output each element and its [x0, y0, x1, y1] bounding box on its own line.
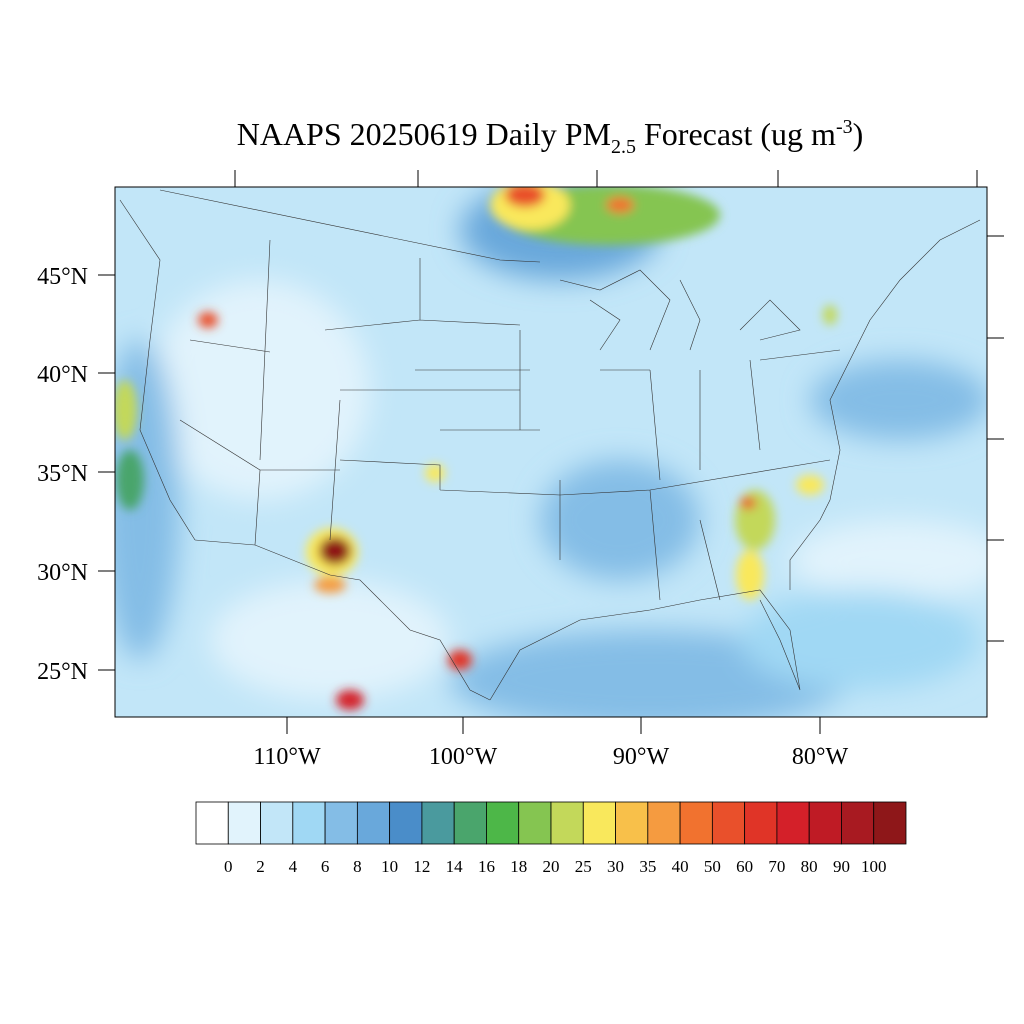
colorbar-label: 0: [224, 857, 233, 876]
colorbar-box: [647, 801, 681, 845]
colorbar-box: [389, 801, 423, 845]
colorbar-label: 60: [736, 857, 753, 876]
colorbar-box: [195, 801, 229, 845]
title-tail: Forecast (ug m: [636, 116, 836, 152]
lat-label: 25°N: [37, 659, 88, 685]
lat-label: 30°N: [37, 560, 88, 586]
title: NAAPS 20250619 Daily PM2.5 Forecast (ug …: [237, 116, 864, 158]
colorbar-label: 10: [381, 857, 398, 876]
colorbar: 0 2 4 6 8 10 12 14 16 18 20 25 30 35 40 50 60 70 80 90 100: [195, 801, 907, 876]
colorbar-label: 70: [768, 857, 785, 876]
colorbar-label: 18: [510, 857, 527, 876]
colorbar-box: [356, 801, 391, 845]
map: [115, 187, 987, 717]
colorbar-box: [453, 801, 487, 845]
colorbar-box: [679, 801, 713, 845]
colorbar-box: [518, 801, 552, 845]
colorbar-box: [711, 801, 746, 845]
title-main: NAAPS 20250619 Daily PM: [237, 116, 611, 152]
colorbar-box: [744, 801, 778, 845]
colorbar-box: [615, 801, 649, 845]
map-frame: [114, 186, 988, 718]
colorbar-box: [582, 801, 616, 845]
colorbar-label: 30: [607, 857, 624, 876]
colorbar-label: 16: [478, 857, 495, 876]
borders: [119, 189, 981, 701]
colorbar-label: 25: [575, 857, 592, 876]
colorbar-box: [421, 801, 455, 845]
colorbar-label: 12: [413, 857, 430, 876]
colorbar-label: 35: [639, 857, 656, 876]
colorbar-label: 50: [704, 857, 721, 876]
colorbar-box: [324, 801, 358, 845]
colorbar-box: [260, 801, 294, 845]
lat-label: 40°N: [37, 362, 88, 388]
colorbar-box: [550, 801, 584, 845]
colorbar-box: [808, 801, 842, 845]
colorbar-label: 4: [289, 857, 298, 876]
lon-label: 90°W: [613, 744, 670, 770]
colorbar-box: [873, 801, 907, 845]
colorbar-box: [486, 801, 520, 845]
colorbar-label: 80: [801, 857, 818, 876]
colorbar-box: [776, 801, 810, 845]
lat-label: 35°N: [37, 461, 88, 487]
colorbar-label: 6: [321, 857, 330, 876]
lon-label: 110°W: [253, 744, 321, 770]
title-sub: 2.5: [611, 136, 636, 158]
colorbar-label: 100: [861, 857, 887, 876]
colorbar-label: 40: [672, 857, 689, 876]
colorbar-label: 20: [543, 857, 560, 876]
lon-label: 100°W: [429, 744, 498, 770]
lon-label: 80°W: [792, 744, 849, 770]
lat-label: 45°N: [37, 264, 88, 290]
colorbar-label: 2: [256, 857, 265, 876]
colorbar-box: [227, 801, 261, 845]
title-sup: -3: [836, 116, 853, 138]
colorbar-box: [841, 801, 875, 845]
axes: 45°N 40°N 35°N 30°N 25°N 110°W 100°W 90°W 80°W: [37, 170, 1004, 770]
colorbar-label: 14: [446, 857, 464, 876]
title-end: ): [853, 116, 864, 152]
colorbar-box: [292, 801, 326, 845]
colorbar-label: 90: [833, 857, 850, 876]
colorbar-label: 8: [353, 857, 362, 876]
